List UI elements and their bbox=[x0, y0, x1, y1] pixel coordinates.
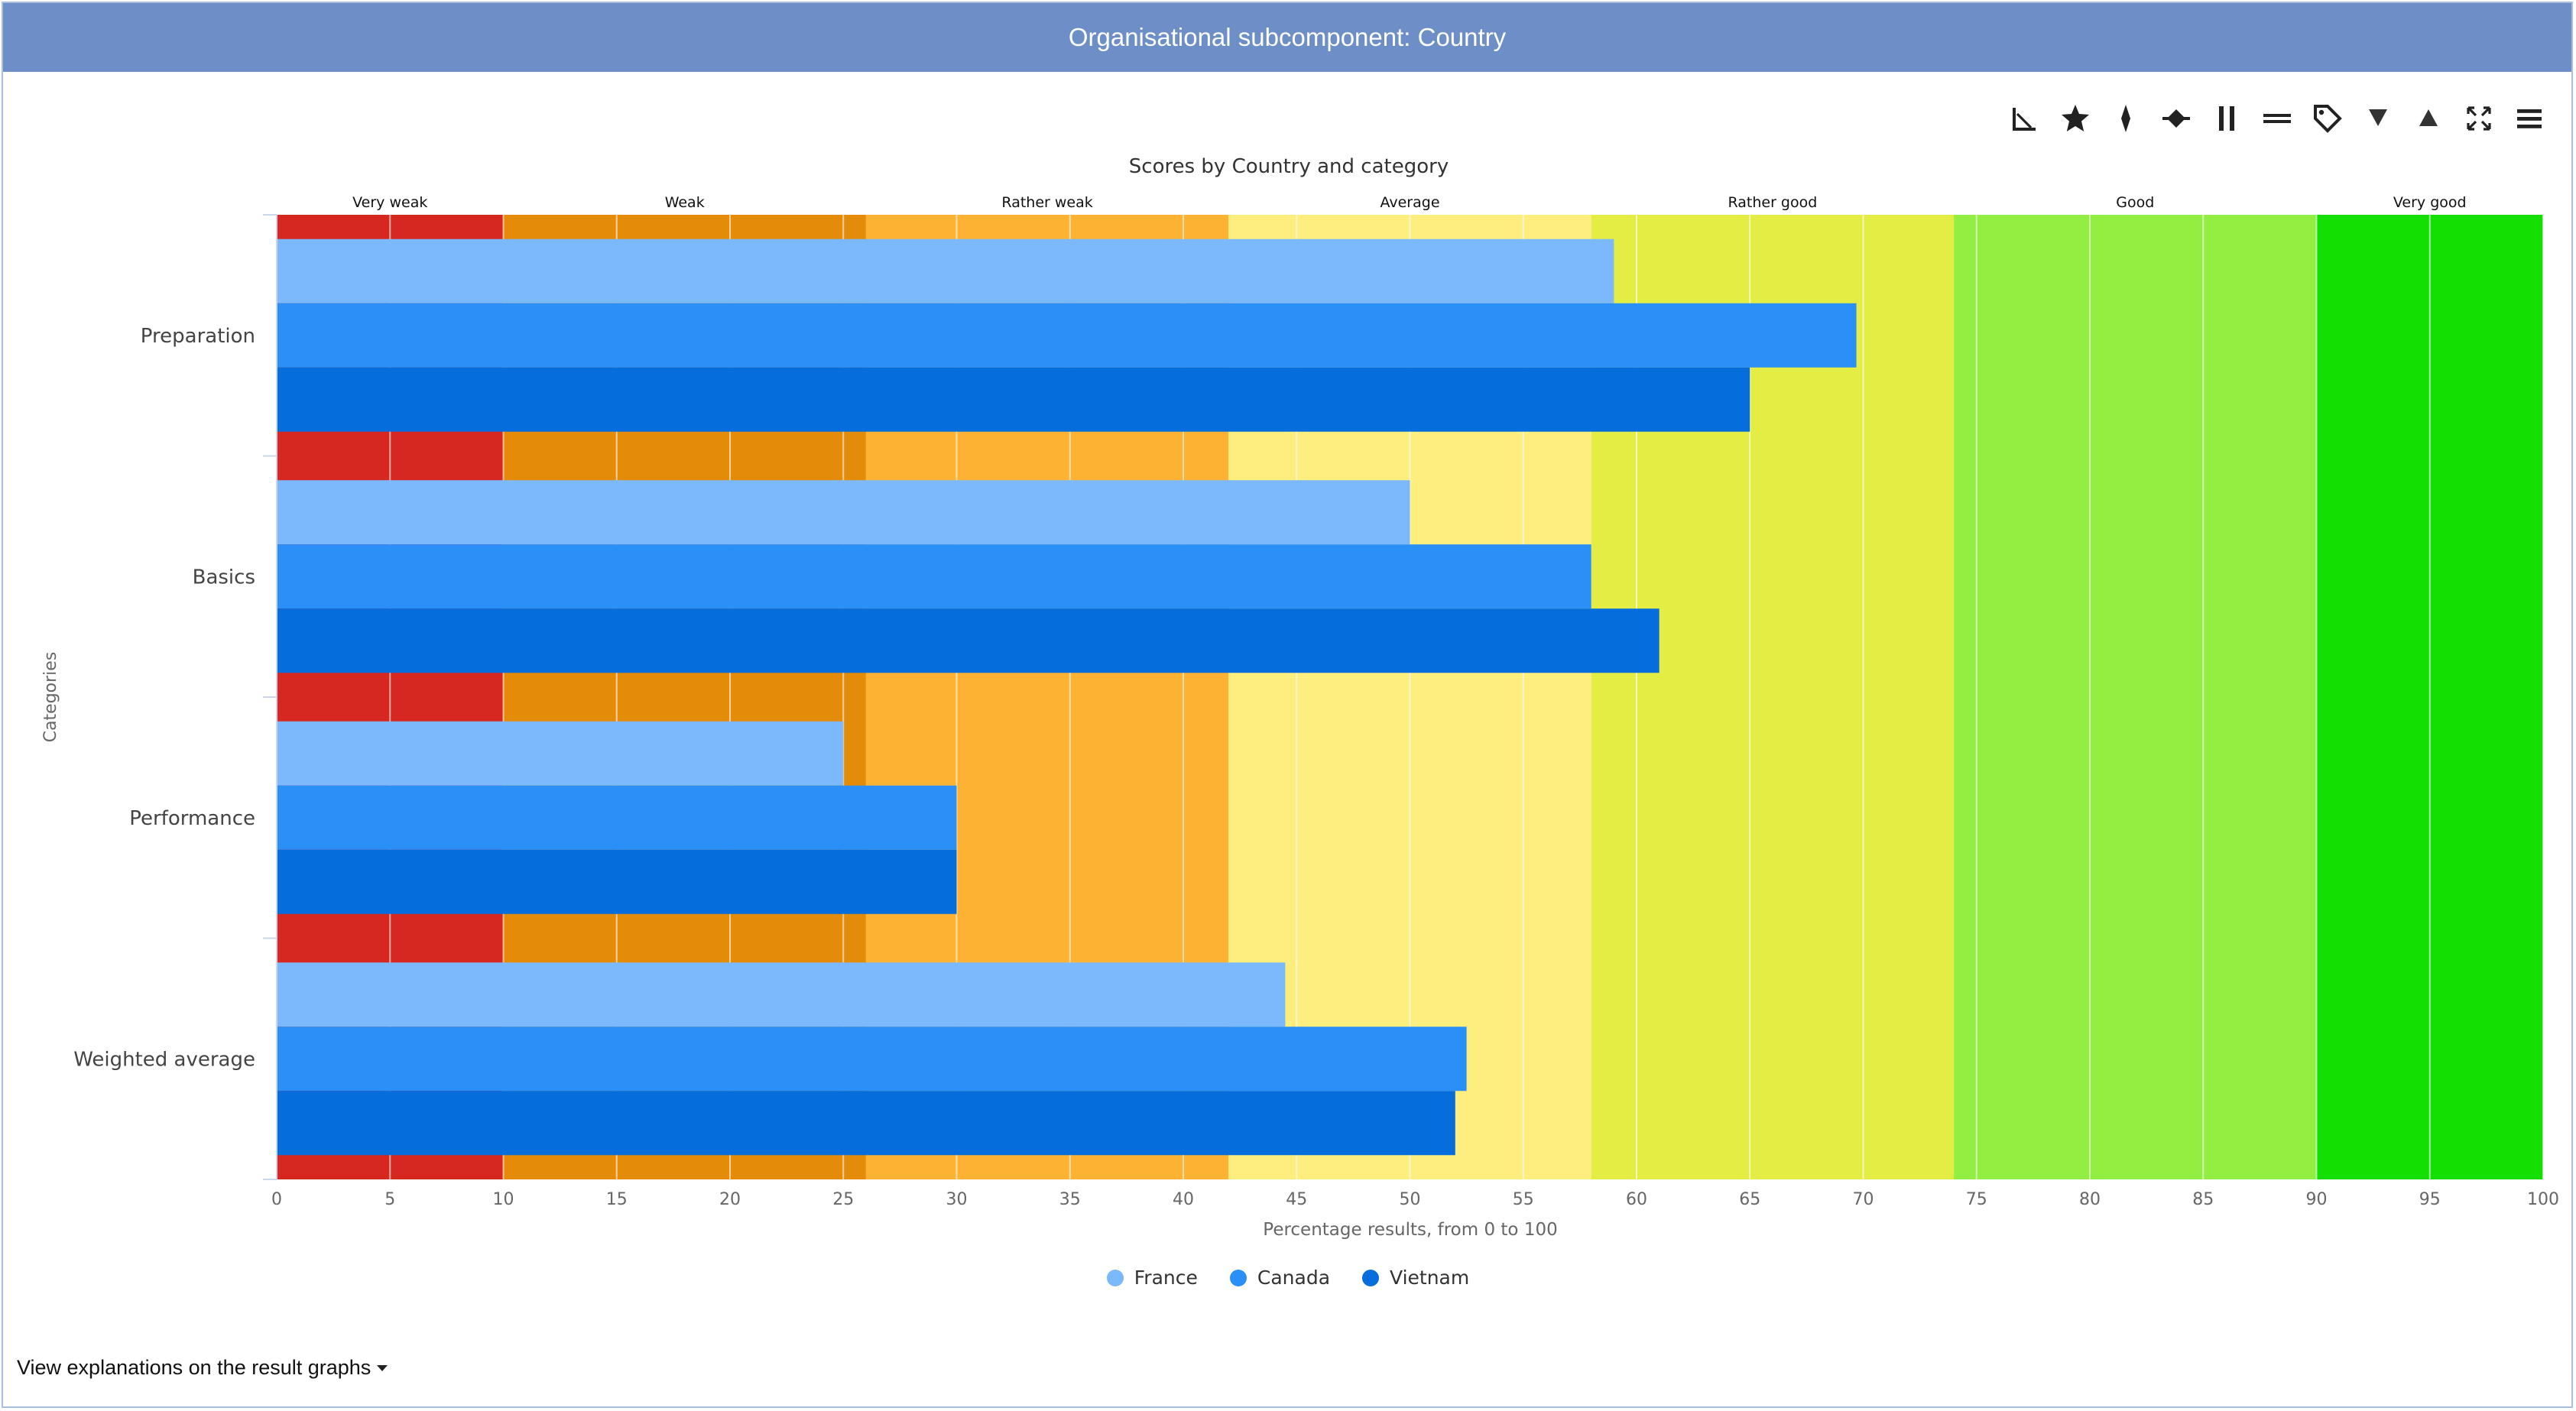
x-tick-label: 90 bbox=[2306, 1190, 2328, 1209]
x-tick-label: 60 bbox=[1626, 1190, 1647, 1209]
bar-canada-preparation[interactable] bbox=[277, 303, 1857, 368]
band-label: Very good bbox=[2393, 194, 2467, 211]
category-label: Preparation bbox=[141, 325, 255, 348]
category-label: Weighted average bbox=[73, 1048, 255, 1071]
spark-icon bbox=[2121, 105, 2130, 132]
star-button[interactable] bbox=[2058, 101, 2093, 136]
x-tick-label: 100 bbox=[2527, 1190, 2559, 1209]
legend-item-canada[interactable]: Canada bbox=[1229, 1267, 1331, 1289]
bar-canada-basics[interactable] bbox=[277, 544, 1591, 609]
explanations-link-text: View explanations on the result graphs bbox=[17, 1356, 371, 1379]
x-tick-label: 80 bbox=[2079, 1190, 2101, 1209]
category-label: Performance bbox=[129, 807, 255, 830]
bar-france-basics[interactable] bbox=[277, 480, 1410, 545]
legend-label: Canada bbox=[1257, 1267, 1331, 1289]
legend-label: France bbox=[1134, 1267, 1198, 1289]
category-label: Basics bbox=[193, 566, 255, 589]
chart-title: Scores by Country and category bbox=[1129, 155, 1449, 178]
band-label: Rather weak bbox=[1001, 194, 1092, 211]
band-label: Weak bbox=[665, 194, 705, 211]
star-icon bbox=[2062, 105, 2089, 131]
bar-france-weighted-average[interactable] bbox=[277, 962, 1286, 1027]
tag-button[interactable] bbox=[2310, 101, 2345, 136]
x-tick-label: 85 bbox=[2192, 1190, 2214, 1209]
x-tick-label: 25 bbox=[832, 1190, 854, 1209]
band-label: Good bbox=[2116, 194, 2154, 211]
legend-marker bbox=[1362, 1269, 1380, 1286]
axes-button[interactable] bbox=[2007, 101, 2042, 136]
chart-legend: France Canada Vietnam bbox=[0, 1267, 2576, 1289]
horizontal-bars-icon bbox=[2263, 114, 2291, 123]
expand-icon bbox=[2467, 106, 2491, 131]
x-tick-label: 45 bbox=[1286, 1190, 1307, 1209]
band-label: Rather good bbox=[1728, 194, 1817, 211]
band-label: Very weak bbox=[352, 194, 427, 211]
y-axis-label: Categories bbox=[41, 652, 60, 743]
bar-france-preparation[interactable] bbox=[277, 238, 1614, 303]
x-tick-label: 0 bbox=[271, 1190, 282, 1209]
bar-france-performance[interactable] bbox=[277, 721, 844, 786]
x-axis-label: Percentage results, from 0 to 100 bbox=[1263, 1220, 1557, 1240]
x-tick-label: 35 bbox=[1059, 1190, 1081, 1209]
x-tick-label: 5 bbox=[384, 1190, 395, 1209]
diamond-line-button[interactable] bbox=[2159, 101, 2194, 136]
axes-icon bbox=[2013, 108, 2036, 131]
x-tick-label: 20 bbox=[719, 1190, 741, 1209]
legend-label: Vietnam bbox=[1390, 1267, 1470, 1289]
x-tick-label: 40 bbox=[1173, 1190, 1194, 1209]
x-tick-label: 50 bbox=[1400, 1190, 1421, 1209]
bar-canada-performance[interactable] bbox=[277, 785, 957, 850]
legend-marker bbox=[1229, 1269, 1247, 1286]
x-tick-label: 95 bbox=[2419, 1190, 2441, 1209]
x-tick-label: 15 bbox=[606, 1190, 628, 1209]
triangle-down-icon bbox=[2369, 109, 2387, 126]
panel-title: Organisational subcomponent: Country bbox=[1068, 23, 1507, 51]
legend-item-france[interactable]: France bbox=[1106, 1267, 1198, 1289]
x-tick-label: 55 bbox=[1513, 1190, 1534, 1209]
legend-marker bbox=[1106, 1269, 1124, 1286]
menu-icon bbox=[2517, 109, 2542, 128]
triangle-up-icon bbox=[2419, 109, 2438, 126]
horizontal-bars-button[interactable] bbox=[2260, 101, 2295, 136]
fullscreen-button[interactable] bbox=[2461, 101, 2497, 136]
x-tick-label: 70 bbox=[1853, 1190, 1874, 1209]
x-tick-label: 30 bbox=[946, 1190, 968, 1209]
x-tick-label: 10 bbox=[493, 1190, 514, 1209]
vertical-bars-icon bbox=[2219, 106, 2234, 131]
diamond-line-icon bbox=[2162, 109, 2190, 128]
x-tick-label: 75 bbox=[1966, 1190, 1987, 1209]
bar-vietnam-basics[interactable] bbox=[277, 608, 1659, 673]
bar-vietnam-weighted-average[interactable] bbox=[277, 1091, 1455, 1156]
chart-menu-button[interactable] bbox=[2512, 101, 2547, 136]
band-good bbox=[1954, 215, 2317, 1179]
spark-button[interactable] bbox=[2108, 101, 2143, 136]
legend-item-vietnam[interactable]: Vietnam bbox=[1362, 1267, 1469, 1289]
sort-ascending-button[interactable] bbox=[2411, 101, 2446, 136]
vertical-bars-button[interactable] bbox=[2209, 101, 2244, 136]
sort-descending-button[interactable] bbox=[2360, 101, 2396, 136]
bar-vietnam-preparation[interactable] bbox=[277, 367, 1750, 432]
explanations-dropdown[interactable]: View explanations on the result graphs bbox=[17, 1356, 388, 1380]
bar-canada-weighted-average[interactable] bbox=[277, 1027, 1467, 1091]
chart-toolbar bbox=[2007, 101, 2547, 136]
caret-down-icon bbox=[377, 1364, 388, 1371]
tag-icon bbox=[2314, 105, 2342, 133]
panel-header: Organisational subcomponent: Country bbox=[3, 3, 2571, 72]
x-tick-label: 65 bbox=[1739, 1190, 1760, 1209]
bar-vietnam-performance[interactable] bbox=[277, 849, 957, 914]
band-label: Average bbox=[1380, 194, 1439, 211]
